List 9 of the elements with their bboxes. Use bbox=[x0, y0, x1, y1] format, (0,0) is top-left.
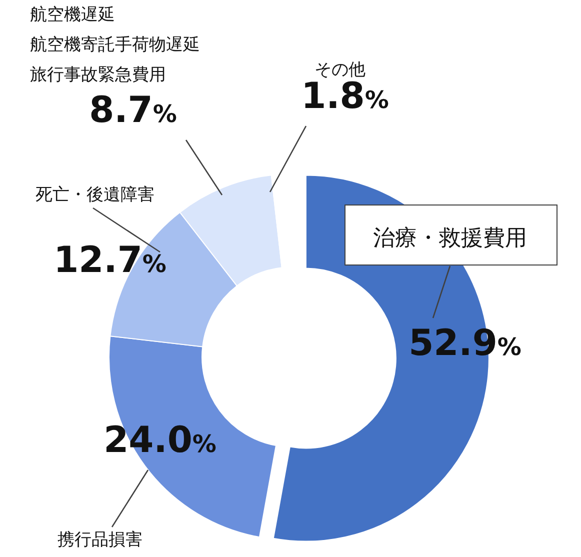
text: 航空機遅延 bbox=[30, 5, 115, 25]
data-label: 12.7% bbox=[54, 240, 166, 281]
data-label: 8.7% bbox=[89, 90, 177, 131]
slice-label: 治療・救援費用 bbox=[373, 226, 527, 251]
text: 航空機寄託手荷物遅延 bbox=[30, 35, 200, 55]
slice-label: 携行品損害 bbox=[58, 530, 142, 550]
slice-label: 旅行事故緊急費用 bbox=[30, 65, 166, 85]
slice-label: 死亡・後遺障害 bbox=[36, 185, 154, 205]
slice-label: その他 bbox=[314, 60, 366, 80]
